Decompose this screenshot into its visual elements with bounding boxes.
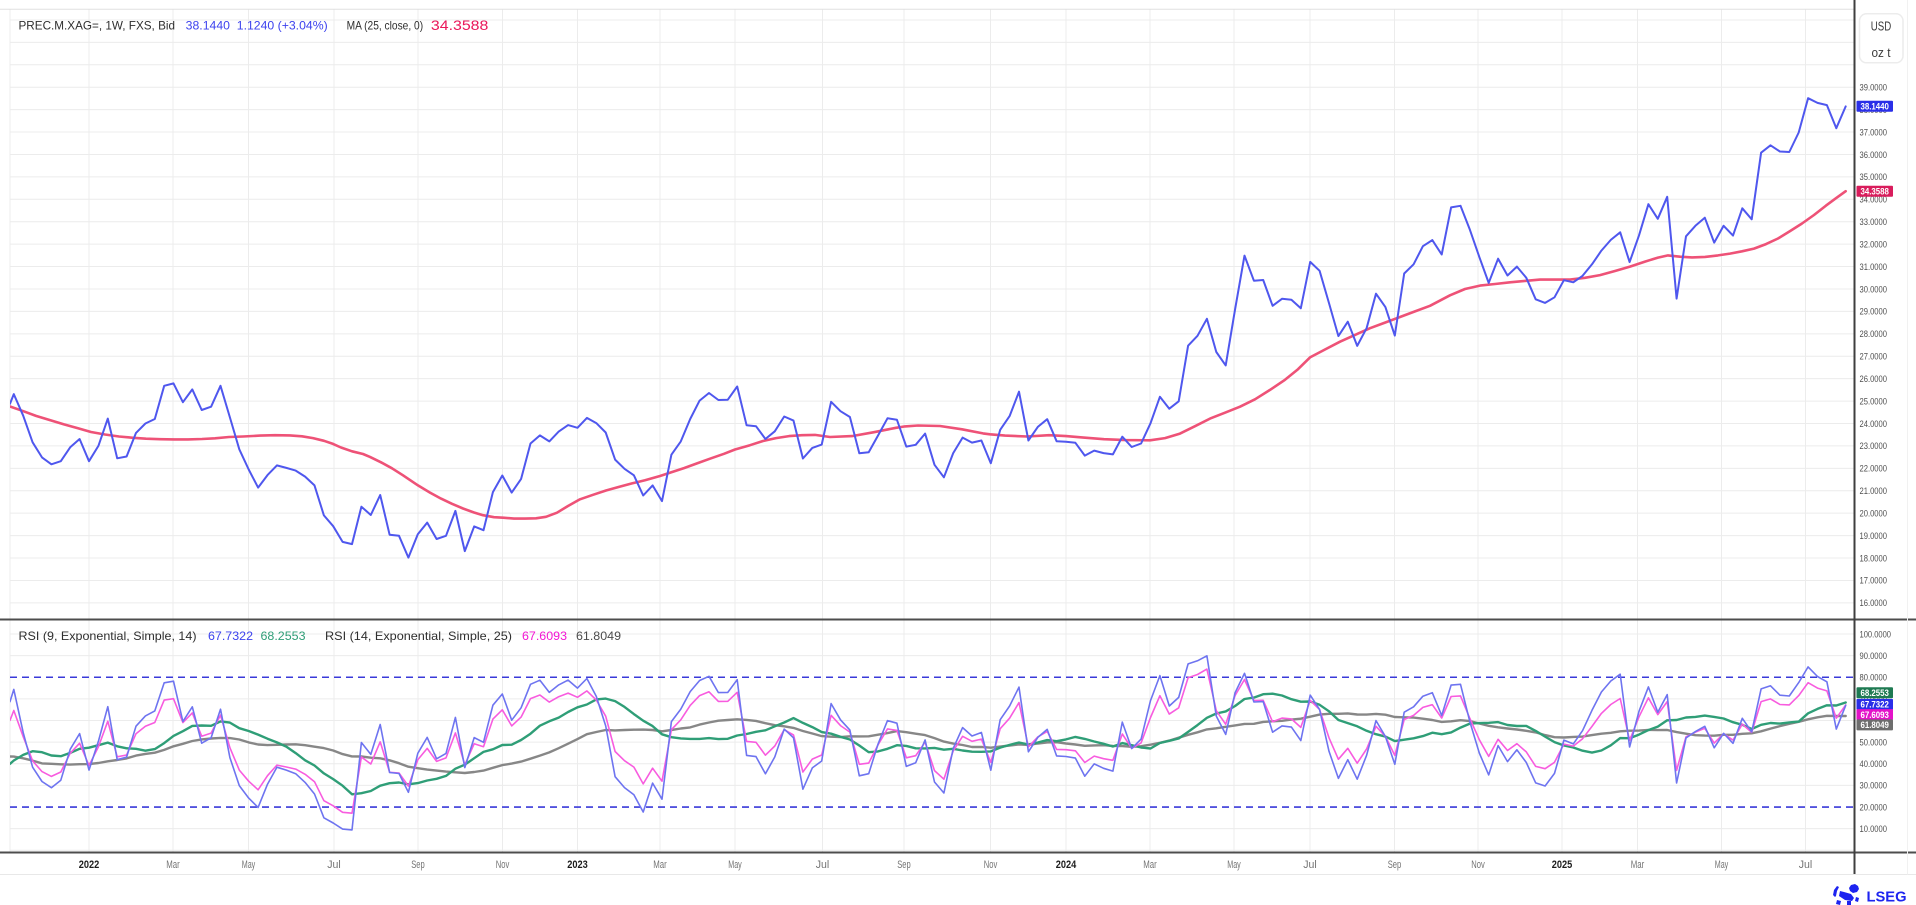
svg-text:50.0000: 50.0000 — [1860, 737, 1888, 747]
svg-text:35.0000: 35.0000 — [1860, 172, 1888, 182]
svg-text:40.0000: 40.0000 — [1860, 759, 1888, 769]
svg-text:31.0000: 31.0000 — [1860, 262, 1888, 272]
svg-text:20.0000: 20.0000 — [1860, 509, 1888, 519]
svg-text:Jul: Jul — [1799, 859, 1813, 871]
svg-text:Mar: Mar — [653, 859, 667, 871]
svg-text:21.0000: 21.0000 — [1860, 486, 1888, 496]
svg-text:May: May — [728, 859, 742, 871]
svg-text:17.0000: 17.0000 — [1860, 576, 1888, 586]
svg-text:20.0000: 20.0000 — [1860, 802, 1888, 812]
svg-text:2024: 2024 — [1056, 859, 1077, 871]
svg-text:30.0000: 30.0000 — [1860, 781, 1888, 791]
svg-text:34.0000: 34.0000 — [1860, 195, 1888, 205]
svg-text:May: May — [1715, 859, 1729, 871]
svg-text:30.0000: 30.0000 — [1860, 284, 1888, 294]
svg-text:18.0000: 18.0000 — [1860, 553, 1888, 563]
svg-text:32.0000: 32.0000 — [1860, 239, 1888, 249]
svg-text:61.8049: 61.8049 — [576, 629, 621, 643]
svg-text:61.8049: 61.8049 — [1860, 720, 1889, 730]
svg-text:May: May — [1227, 859, 1241, 871]
svg-text:RSI (9, Exponential, Simple, 1: RSI (9, Exponential, Simple, 14) — [19, 629, 197, 643]
svg-text:68.2553: 68.2553 — [261, 629, 306, 643]
svg-text:37.0000: 37.0000 — [1860, 127, 1888, 137]
svg-text:27.0000: 27.0000 — [1860, 352, 1888, 362]
svg-text:67.7322: 67.7322 — [1860, 700, 1889, 710]
svg-text:Sep: Sep — [1388, 859, 1402, 871]
svg-text:oz t: oz t — [1872, 45, 1891, 60]
svg-text:28.0000: 28.0000 — [1860, 329, 1888, 339]
svg-text:Nov: Nov — [1471, 859, 1485, 871]
svg-text:38.1440 1.1240 (+3.04%): 38.1440 1.1240 (+3.04%) — [186, 19, 328, 33]
svg-text:USD: USD — [1871, 19, 1892, 34]
svg-text:67.6093: 67.6093 — [522, 629, 567, 643]
svg-text:2025: 2025 — [1552, 859, 1573, 871]
svg-text:67.6093: 67.6093 — [1860, 710, 1889, 720]
svg-text:90.0000: 90.0000 — [1860, 651, 1888, 661]
svg-text:Mar: Mar — [1143, 859, 1157, 871]
svg-text:100.0000: 100.0000 — [1860, 629, 1892, 639]
svg-text:Sep: Sep — [897, 859, 911, 871]
svg-text:34.3588: 34.3588 — [1860, 187, 1889, 197]
svg-text:16.0000: 16.0000 — [1860, 598, 1888, 608]
svg-text:68.2553: 68.2553 — [1860, 688, 1889, 698]
svg-text:24.0000: 24.0000 — [1860, 419, 1888, 429]
svg-text:33.0000: 33.0000 — [1860, 217, 1888, 227]
svg-text:Jul: Jul — [1303, 859, 1317, 871]
svg-text:38.1440: 38.1440 — [1860, 102, 1889, 112]
svg-text:Nov: Nov — [496, 859, 510, 871]
svg-text:19.0000: 19.0000 — [1860, 531, 1888, 541]
svg-text:67.7322: 67.7322 — [208, 629, 253, 643]
svg-text:2023: 2023 — [567, 859, 588, 871]
svg-text:36.0000: 36.0000 — [1860, 150, 1888, 160]
svg-text:Nov: Nov — [984, 859, 998, 871]
svg-text:26.0000: 26.0000 — [1860, 374, 1888, 384]
svg-text:39.0000: 39.0000 — [1860, 83, 1888, 93]
svg-text:LSEG: LSEG — [1867, 890, 1907, 905]
svg-text:22.0000: 22.0000 — [1860, 464, 1888, 474]
svg-text:Jul: Jul — [327, 859, 341, 871]
svg-text:29.0000: 29.0000 — [1860, 307, 1888, 317]
svg-text:2022: 2022 — [79, 859, 100, 871]
svg-text:PREC.M.XAG=, 1W, FXS, Bid: PREC.M.XAG=, 1W, FXS, Bid — [19, 19, 176, 33]
svg-text:RSI (14, Exponential, Simple,: RSI (14, Exponential, Simple, 25) — [325, 629, 512, 643]
svg-text:34.3588: 34.3588 — [431, 18, 489, 33]
svg-text:May: May — [242, 859, 256, 871]
svg-text:80.0000: 80.0000 — [1860, 673, 1888, 683]
svg-text:23.0000: 23.0000 — [1860, 441, 1888, 451]
svg-text:Sep: Sep — [411, 859, 425, 871]
svg-text:25.0000: 25.0000 — [1860, 396, 1888, 406]
svg-text:MA (25, close, 0): MA (25, close, 0) — [347, 19, 424, 33]
svg-text:Mar: Mar — [1631, 859, 1645, 871]
svg-text:Jul: Jul — [816, 859, 830, 871]
svg-text:Mar: Mar — [166, 859, 180, 871]
svg-text:10.0000: 10.0000 — [1860, 824, 1888, 834]
